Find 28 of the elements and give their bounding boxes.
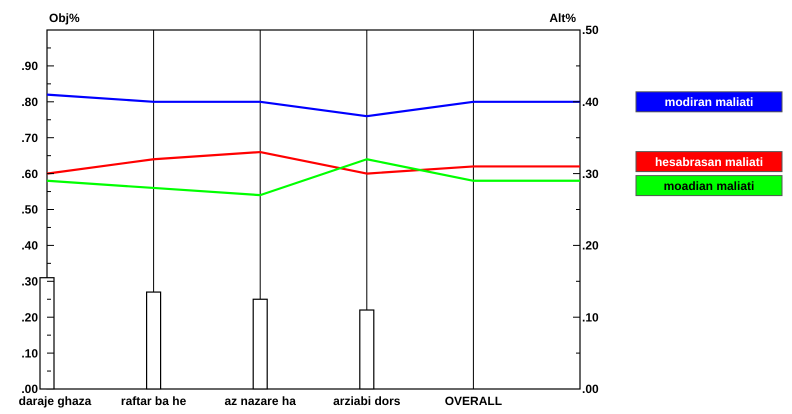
y-tick-label: .20 bbox=[21, 310, 38, 324]
y-tick-label: .60 bbox=[21, 166, 38, 181]
y-tick-label: .10 bbox=[21, 346, 38, 360]
y2-tick-label: .30 bbox=[582, 166, 600, 181]
x-tick-label: raftar ba he bbox=[120, 394, 187, 408]
y-tick-label: .80 bbox=[21, 95, 38, 109]
y2-tick-label: .40 bbox=[582, 95, 600, 109]
line-series bbox=[46, 150, 582, 175]
x-tick-label: OVERALL bbox=[444, 394, 502, 408]
y2-tick-label: .50 bbox=[582, 23, 600, 38]
x-tick-label: daraje ghaza bbox=[18, 394, 92, 408]
y-tick-label: .30 bbox=[21, 274, 38, 288]
y-axis-title: Obj% bbox=[49, 11, 80, 25]
y-tick-label: .40 bbox=[21, 238, 38, 253]
y-tick-label: .70 bbox=[21, 130, 38, 145]
y-tick-label: .90 bbox=[21, 59, 38, 74]
y2-tick-label: .00 bbox=[582, 382, 600, 396]
line-series bbox=[46, 158, 582, 196]
y-tick-label: .50 bbox=[21, 202, 38, 217]
y2-tick-label: .10 bbox=[582, 310, 600, 324]
x-tick-label: az nazare ha bbox=[224, 394, 296, 408]
y2-axis-title: Alt% bbox=[549, 11, 576, 25]
text: hesabrasan maliati bbox=[654, 154, 764, 169]
text: modiran maliati bbox=[664, 95, 754, 109]
text: moadian maliati bbox=[664, 178, 754, 193]
y-tick-label: .00 bbox=[21, 382, 38, 396]
x-tick-label: arziabi dors bbox=[333, 394, 401, 408]
y2-tick-label: .20 bbox=[582, 238, 600, 253]
